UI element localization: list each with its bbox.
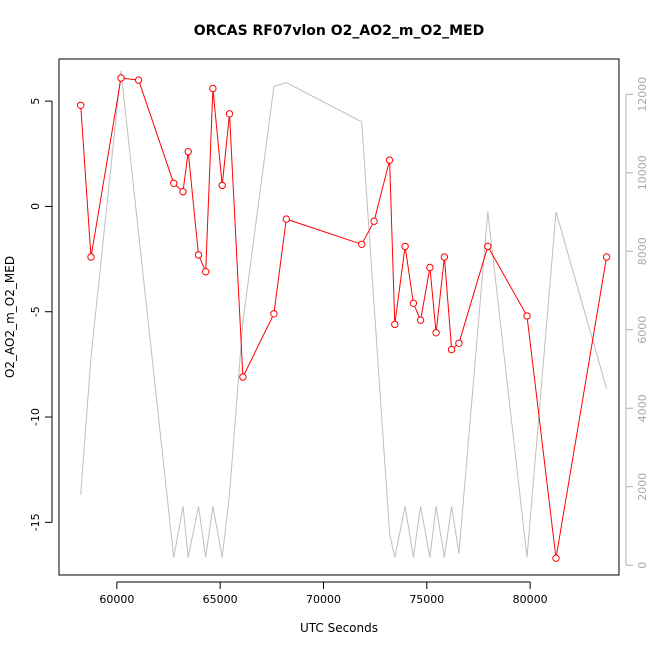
data-point	[202, 268, 210, 276]
data-point	[385, 156, 394, 164]
data-point	[358, 240, 366, 249]
primary-series	[77, 74, 611, 562]
y-tick-label: -5	[29, 306, 42, 317]
right-y-axis: 0 2000 4000 6000 8000 10000 12000	[625, 77, 649, 569]
data-point	[391, 320, 399, 329]
right-y-tick-label: 2000	[636, 473, 649, 501]
data-point	[239, 373, 247, 381]
data-point	[416, 316, 425, 324]
data-point	[194, 251, 203, 259]
chart-title: ORCAS RF07vlon O2_AO2_m_O2_MED	[194, 23, 484, 39]
right-y-tick-label: 12000	[636, 77, 649, 112]
data-point	[426, 263, 434, 272]
right-y-tick-label: 4000	[636, 394, 649, 422]
series-layer	[77, 70, 611, 562]
secondary-series-line	[80, 70, 608, 558]
data-point	[77, 101, 85, 110]
data-point	[440, 253, 449, 261]
x-tick-label: 70000	[306, 593, 341, 606]
data-point	[179, 188, 187, 196]
y-tick-label: -10	[29, 408, 42, 426]
x-tick-label: 80000	[513, 593, 548, 606]
right-y-tick-label: 6000	[636, 316, 649, 344]
data-point	[218, 181, 226, 190]
right-y-tick-label: 0	[636, 562, 649, 569]
y-tick-label: 5	[29, 98, 42, 105]
x-tick-label: 65000	[203, 593, 238, 606]
data-point	[447, 345, 456, 354]
data-point	[170, 179, 178, 188]
x-axis: 60000 65000 70000 75000 80000	[99, 581, 548, 606]
y-tick-label: -15	[29, 513, 42, 531]
data-point	[484, 242, 492, 251]
y-tick-label: 0	[29, 203, 42, 210]
data-point	[282, 215, 290, 223]
plot-frame	[58, 58, 620, 576]
data-point	[409, 299, 418, 307]
x-axis-title: UTC Seconds	[300, 621, 378, 635]
data-point	[134, 76, 143, 84]
right-y-tick-label: 8000	[636, 237, 649, 265]
data-point	[370, 217, 378, 225]
data-point	[87, 253, 95, 261]
data-point	[225, 110, 234, 118]
data-point	[117, 74, 125, 82]
y-axis-title: O2_AO2_m_O2_MED	[3, 256, 17, 378]
data-point	[523, 312, 531, 320]
data-point	[455, 339, 463, 347]
x-tick-label: 60000	[99, 593, 134, 606]
data-point	[401, 242, 409, 251]
data-point	[270, 310, 278, 318]
right-y-tick-label: 10000	[636, 155, 649, 190]
data-point	[209, 84, 217, 93]
y-axis: 5 0 -5 -10 -15	[29, 98, 53, 531]
data-point	[184, 148, 192, 156]
secondary-series	[80, 70, 608, 558]
data-point	[432, 329, 440, 337]
x-tick-label: 75000	[409, 593, 444, 606]
data-point	[552, 554, 560, 562]
data-point	[602, 253, 611, 261]
